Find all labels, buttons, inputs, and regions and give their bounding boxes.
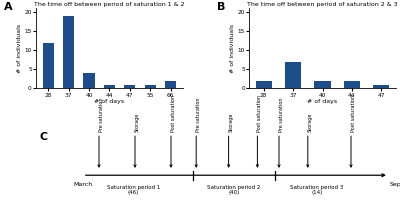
Bar xyxy=(285,62,301,88)
X-axis label: # of days: # of days xyxy=(308,99,338,104)
Text: September: September xyxy=(390,182,400,187)
Bar xyxy=(165,81,176,88)
Y-axis label: # of individuals: # of individuals xyxy=(230,24,235,73)
Text: Post saturation: Post saturation xyxy=(171,95,176,132)
Text: Post saturation: Post saturation xyxy=(351,95,356,132)
Bar xyxy=(344,81,360,88)
Text: C: C xyxy=(40,133,48,143)
Bar xyxy=(314,81,331,88)
Text: Pre saturation: Pre saturation xyxy=(279,97,284,132)
Text: Pre saturation: Pre saturation xyxy=(99,97,104,132)
Bar xyxy=(84,73,95,88)
X-axis label: # of days: # of days xyxy=(94,99,124,104)
Text: Post saturation: Post saturation xyxy=(258,95,262,132)
Text: B: B xyxy=(217,2,225,12)
Text: Storage: Storage xyxy=(135,112,140,132)
Bar xyxy=(373,85,389,88)
Bar xyxy=(104,85,115,88)
Bar xyxy=(43,43,54,88)
Bar xyxy=(145,85,156,88)
Bar xyxy=(256,81,272,88)
Text: Storage: Storage xyxy=(308,112,313,132)
Text: Pre saturation: Pre saturation xyxy=(196,97,201,132)
Text: March: March xyxy=(73,182,92,187)
Text: Saturation period 1
(46): Saturation period 1 (46) xyxy=(106,185,160,195)
Text: Saturation period 3
(14): Saturation period 3 (14) xyxy=(290,185,344,195)
Title: The time off between period of saturation 1 & 2: The time off between period of saturatio… xyxy=(34,2,185,6)
Bar xyxy=(124,85,136,88)
Text: A: A xyxy=(4,2,12,12)
Title: The time off between period of saturation 2 & 3: The time off between period of saturatio… xyxy=(247,2,398,6)
Bar xyxy=(63,16,74,88)
Y-axis label: # of individuals: # of individuals xyxy=(16,24,22,73)
Text: Storage: Storage xyxy=(229,112,234,132)
Text: Saturation period 2
(40): Saturation period 2 (40) xyxy=(207,185,261,195)
